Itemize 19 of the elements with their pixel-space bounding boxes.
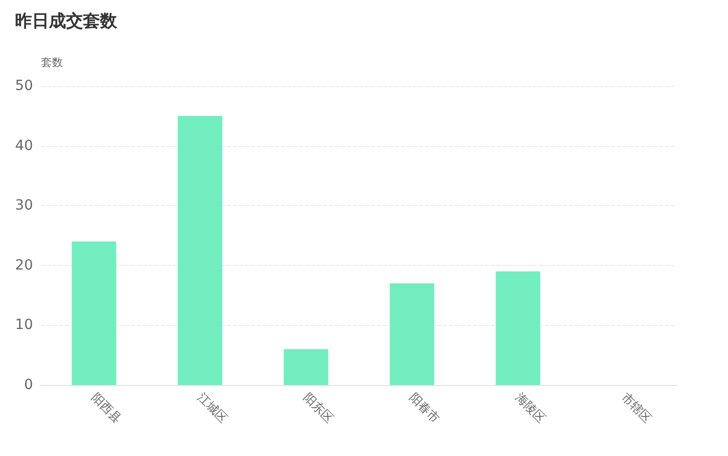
x-tick-label: 阳东区 xyxy=(301,390,336,426)
y-tick-label: 50 xyxy=(15,78,33,94)
y-tick-label: 10 xyxy=(15,317,33,334)
bar xyxy=(496,271,540,385)
x-tick-label: 江城区 xyxy=(195,390,230,426)
x-tick-label: 阳春市 xyxy=(407,390,442,426)
y-axis-title: 套数 xyxy=(41,56,63,69)
y-tick-label: 0 xyxy=(24,377,33,393)
bar xyxy=(390,283,434,385)
bar xyxy=(178,116,222,385)
y-tick-label: 20 xyxy=(15,257,33,274)
bar xyxy=(72,241,116,385)
x-tick-label: 阳西县 xyxy=(89,390,124,426)
bar xyxy=(284,349,328,385)
chart-title: 昨日成交套数 xyxy=(15,12,118,32)
y-tick-label: 40 xyxy=(15,138,33,154)
x-tick-label: 海陵区 xyxy=(513,390,548,426)
y-tick-label: 30 xyxy=(15,198,33,214)
x-tick-label: 市辖区 xyxy=(619,390,654,426)
